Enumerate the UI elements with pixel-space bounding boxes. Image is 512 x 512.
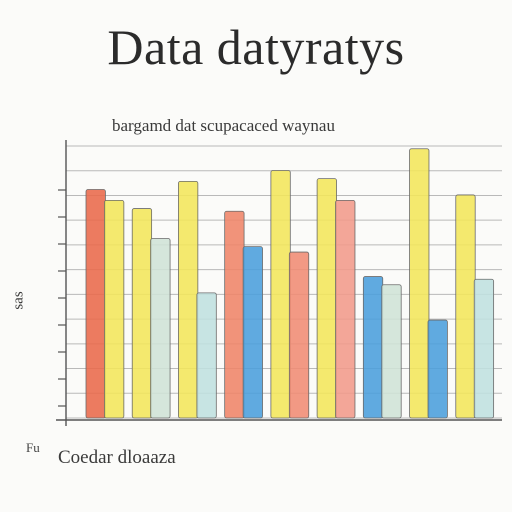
bar bbox=[150, 238, 171, 419]
bar bbox=[381, 284, 402, 419]
bar bbox=[362, 276, 384, 419]
bar bbox=[335, 199, 356, 419]
bars bbox=[85, 148, 495, 419]
bar bbox=[473, 278, 495, 419]
x-axis-corner-label: Fu bbox=[26, 440, 40, 455]
chart-subtitle: bargamd dat scupacaced waynau bbox=[112, 116, 335, 135]
bar bbox=[85, 189, 106, 419]
axes bbox=[56, 140, 502, 426]
bar bbox=[104, 199, 125, 419]
chart-title: Data datyratys bbox=[107, 19, 405, 75]
x-axis-label: Coedar dloaaza bbox=[58, 447, 176, 468]
bar bbox=[242, 246, 263, 419]
bar bbox=[409, 148, 430, 419]
bar bbox=[316, 178, 337, 419]
bar bbox=[455, 194, 476, 419]
bar bbox=[427, 319, 448, 419]
bar bbox=[224, 210, 245, 419]
bar bbox=[270, 170, 291, 419]
bar bbox=[178, 180, 199, 419]
bar bbox=[131, 208, 153, 419]
bar bbox=[288, 251, 310, 419]
bar bbox=[196, 292, 217, 419]
